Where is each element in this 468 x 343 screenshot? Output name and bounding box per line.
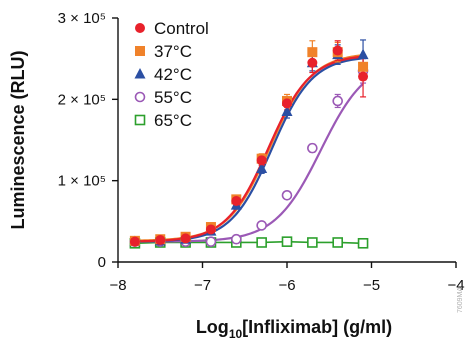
data-point-control xyxy=(180,233,191,244)
data-point-42c xyxy=(256,162,268,173)
data-point-control xyxy=(332,45,343,56)
legend-marker-37c xyxy=(135,46,145,56)
data-point-37c xyxy=(358,61,369,72)
data-point-control xyxy=(205,224,216,235)
legend-label-control: Control xyxy=(154,19,209,38)
y-axis-title: Luminescence (RLU) xyxy=(8,50,28,229)
x-tick-label: −5 xyxy=(363,277,380,294)
legend-marker-control xyxy=(135,23,145,33)
data-point-65c xyxy=(281,236,293,247)
data-point-control xyxy=(155,235,166,246)
data-point-control xyxy=(307,57,318,68)
data-point-55c xyxy=(332,95,344,107)
data-point-55c xyxy=(307,142,318,154)
x-axis-title-rest: [Infliximab] (g/ml) xyxy=(242,317,392,337)
data-point-55c xyxy=(281,190,293,201)
data-point-55c xyxy=(205,236,217,247)
markers xyxy=(129,45,369,249)
data-point-42c xyxy=(281,105,293,117)
data-point-42c xyxy=(357,48,369,60)
data-point-control xyxy=(129,236,140,247)
data-point-37c xyxy=(307,47,318,58)
x-axis-title: Log10[Infliximab] (g/ml) xyxy=(196,317,392,341)
legend: Control 37°C 42°C 55°C 65°C xyxy=(134,19,209,130)
y-ticks: 0 1 × 10⁵ 2 × 10⁵ 3 × 10⁵ xyxy=(58,10,118,271)
x-axis-title-subscript: 10 xyxy=(229,327,243,341)
legend-label-42c: 42°C xyxy=(154,65,192,84)
legend-label-55c: 55°C xyxy=(154,88,192,107)
data-point-55c xyxy=(231,233,242,245)
x-tick-label: −4 xyxy=(447,277,464,294)
data-point-55c xyxy=(256,220,267,231)
data-point-control xyxy=(282,98,292,109)
legend-marker-65c xyxy=(134,114,146,126)
x-tick-label: −7 xyxy=(194,277,211,294)
data-point-65c xyxy=(256,237,267,248)
y-tick-label: 0 xyxy=(98,254,106,271)
x-tick-label: −6 xyxy=(278,277,295,294)
data-point-control xyxy=(231,196,242,206)
data-point-65c xyxy=(357,237,369,249)
series-line-control xyxy=(134,55,364,243)
legend-marker-55c xyxy=(134,91,146,103)
legend-marker-42c xyxy=(134,68,146,79)
y-tick-label: 3 × 10⁵ xyxy=(58,10,106,27)
data-point-control xyxy=(358,71,369,82)
data-point-65c xyxy=(307,237,318,248)
y-tick-label: 1 × 10⁵ xyxy=(58,173,106,190)
x-ticks: −8 −7 −6 −5 −4 xyxy=(109,262,465,294)
series-line-55c xyxy=(134,82,364,243)
figure-code-watermark: 7609MA xyxy=(457,287,464,313)
x-axis-title-main: Log xyxy=(196,317,229,337)
fit-curves xyxy=(134,54,364,245)
x-tick-label: −8 xyxy=(109,277,126,294)
legend-label-37c: 37°C xyxy=(154,42,192,61)
data-point-control xyxy=(256,155,267,166)
legend-label-65c: 65°C xyxy=(154,111,192,130)
series-line-42c xyxy=(134,57,364,243)
y-tick-label: 2 × 10⁵ xyxy=(58,91,106,108)
data-point-65c xyxy=(332,237,344,248)
